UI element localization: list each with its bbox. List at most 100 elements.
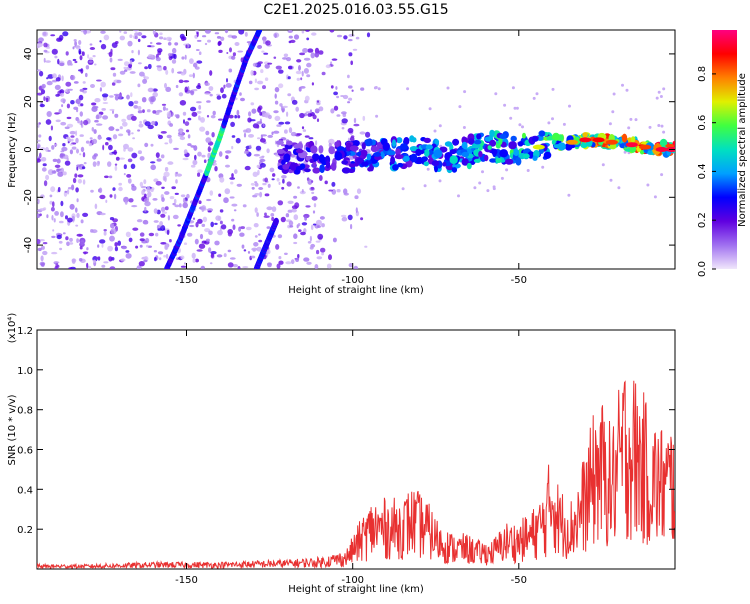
spectrogram-speckle	[202, 35, 207, 38]
spectrogram-trace-mark	[476, 133, 482, 140]
spectrogram-speckle	[500, 176, 504, 180]
spectrogram-speckle	[229, 177, 236, 180]
spectrogram-speckle	[251, 186, 255, 190]
spectrogram-speckle	[109, 235, 115, 242]
spectrogram-speckle	[190, 164, 196, 168]
spectrogram-speckle	[70, 135, 75, 138]
spectrogram-speckle	[257, 169, 260, 176]
spectrogram-speckle	[254, 181, 258, 184]
spectrogram-speckle	[612, 92, 616, 96]
spectrogram-speckle	[254, 207, 258, 213]
spectrogram-speckle	[102, 144, 105, 151]
spectrogram-speckle	[147, 245, 152, 248]
spectrogram-speckle	[185, 44, 188, 49]
spectrogram-speckle	[167, 161, 174, 165]
spectrogram-speckle	[318, 106, 324, 112]
snr-series-line	[37, 380, 675, 569]
spectrogram-speckle	[66, 116, 72, 120]
spectrogram-speckle	[134, 35, 138, 40]
spectrogram-speckle	[259, 191, 263, 198]
spectrogram-speckle	[89, 43, 93, 46]
spectrogram-speckle	[108, 175, 113, 179]
top-y-tick-label: 0	[23, 146, 34, 152]
spectrogram-speckle	[95, 114, 100, 120]
spectrogram-speckle	[136, 219, 143, 223]
spectrogram-speckle	[60, 121, 67, 126]
spectrogram-speckle	[163, 66, 167, 71]
spectrogram-speckle	[333, 105, 339, 111]
spectrogram-speckle	[55, 77, 61, 82]
spectrogram-speckle	[114, 113, 119, 118]
spectrogram-speckle	[153, 220, 159, 223]
spectrogram-speckle	[129, 34, 133, 38]
spectrogram-speckle	[286, 181, 292, 187]
spectrogram-speckle	[225, 83, 232, 88]
spectrogram-speckle	[330, 85, 334, 89]
spectrogram-speckle	[250, 182, 255, 186]
spectrogram-speckle	[237, 50, 244, 53]
spectrogram-speckle	[287, 76, 291, 80]
spectrogram-speckle	[76, 198, 79, 203]
spectrogram-speckle	[295, 258, 299, 262]
spectrogram-speckle	[473, 186, 477, 190]
spectrogram-speckle	[509, 116, 513, 120]
spectrogram-speckle	[515, 106, 519, 110]
spectrogram-speckle	[141, 189, 145, 196]
spectrogram-speckle	[316, 249, 320, 255]
spectrogram-speckle	[265, 40, 271, 46]
spectrogram-speckle	[126, 174, 132, 178]
spectrogram-speckle	[51, 48, 58, 55]
spectrogram-speckle	[257, 61, 263, 64]
spectrogram-speckle	[62, 143, 66, 147]
bottom-y-tick-label: 0.6	[17, 446, 33, 457]
spectrogram-speckle	[169, 196, 175, 200]
spectrogram-speckle	[156, 158, 162, 162]
spectrogram-speckle	[293, 233, 298, 239]
spectrogram-speckle	[315, 240, 321, 243]
spectrogram-speckle	[320, 247, 326, 253]
spectrogram-speckle	[258, 187, 264, 190]
spectrogram-speckle	[210, 221, 214, 228]
spectrogram-speckle	[161, 186, 165, 189]
spectrogram-speckle	[462, 126, 466, 129]
spectrogram-speckle	[274, 100, 279, 105]
spectrogram-speckle	[78, 40, 82, 45]
spectrogram-speckle	[175, 179, 178, 184]
spectrogram-speckle	[262, 39, 266, 45]
spectrogram-speckle	[210, 115, 216, 119]
spectrogram-trace-mark	[410, 153, 418, 163]
spectrogram-speckle	[458, 105, 462, 109]
spectrogram-speckle	[166, 134, 172, 139]
spectrogram-speckle	[39, 103, 45, 108]
spectrogram-speckle	[173, 198, 177, 204]
spectrogram-speckle	[248, 134, 254, 138]
spectrogram-speckle	[646, 183, 650, 187]
spectrogram-trace-mark	[319, 164, 325, 174]
spectrogram-speckle	[80, 219, 84, 224]
spectrogram-speckle	[191, 111, 198, 117]
spectrogram-speckle	[42, 242, 48, 245]
spectrogram-trace-mark	[461, 151, 470, 158]
spectrogram-speckle	[256, 124, 260, 129]
spectrogram-trace-mark	[621, 133, 628, 143]
spectrogram-speckle	[215, 215, 221, 221]
spectrogram-speckle	[103, 34, 110, 41]
spectrogram-speckle	[282, 178, 285, 184]
spectrogram-trace-mark	[290, 162, 297, 171]
spectrogram-speckle	[163, 37, 167, 40]
spectrogram-speckle	[311, 180, 314, 183]
spectrogram-trace-mark	[515, 157, 522, 166]
spectrogram-speckle	[59, 247, 63, 251]
spectrogram-speckle	[174, 42, 179, 46]
spectrogram-speckle	[209, 70, 213, 76]
spectrogram-speckle	[123, 173, 126, 176]
snr-panel: -150 -100 -50 0.2 0.4 0.6 0.8 1.0 1.2 Height of…	[7, 313, 676, 595]
spectrogram-speckle	[179, 129, 183, 134]
spectrogram-speckle	[350, 135, 355, 138]
spectrogram-speckle	[317, 233, 324, 240]
spectrogram-speckle	[312, 210, 316, 214]
spectrogram-speckle	[37, 247, 42, 252]
spectrogram-speckle	[167, 52, 173, 57]
spectrogram-speckle	[114, 165, 118, 171]
spectrogram-speckle	[267, 262, 272, 268]
